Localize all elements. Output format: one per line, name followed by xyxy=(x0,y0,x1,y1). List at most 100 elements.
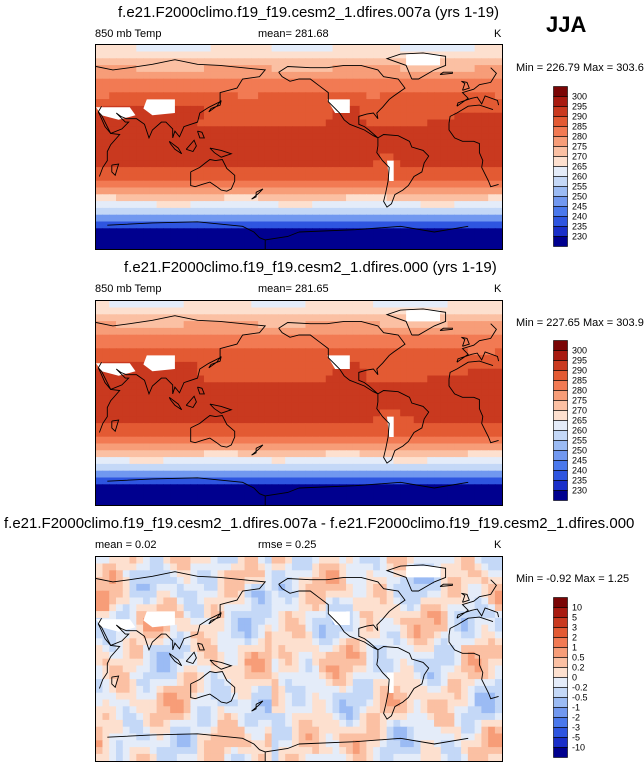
field-cell xyxy=(339,590,347,599)
field-cell xyxy=(183,470,192,479)
field-cell xyxy=(258,557,266,565)
field-cell xyxy=(454,679,462,687)
field-cell xyxy=(170,301,178,309)
field-cell xyxy=(474,173,482,182)
field-cell xyxy=(413,597,422,605)
field-cell xyxy=(454,301,462,309)
field-cell xyxy=(488,133,496,141)
field-cell xyxy=(264,638,273,646)
field-cell xyxy=(332,146,340,155)
field-cell xyxy=(271,65,279,73)
field-cell xyxy=(332,638,340,646)
field-cell xyxy=(251,436,259,445)
field-cell xyxy=(116,416,124,424)
colorbar-tick-label: 255 xyxy=(572,436,587,446)
field-cell xyxy=(143,477,151,485)
field-cell xyxy=(237,126,246,134)
field-cell xyxy=(285,638,293,646)
field-cell xyxy=(352,402,361,411)
colorbar-tick-label: 280 xyxy=(572,386,587,396)
field-cell xyxy=(149,429,158,438)
field-cell xyxy=(183,382,192,390)
field-cell xyxy=(258,85,266,93)
field-cell xyxy=(203,624,212,633)
field-cell xyxy=(271,341,279,349)
field-cell xyxy=(393,228,401,236)
field-cell xyxy=(109,119,117,127)
field-cell xyxy=(116,160,124,168)
field-cell xyxy=(339,327,347,336)
field-cell xyxy=(474,409,482,417)
field-cell xyxy=(434,45,442,53)
field-cell xyxy=(420,617,428,626)
field-cell xyxy=(434,389,442,397)
field-cell xyxy=(116,99,124,107)
field-cell xyxy=(224,187,232,195)
field-cell xyxy=(143,402,151,411)
field-cell xyxy=(440,51,449,59)
field-cell xyxy=(440,119,449,127)
field-cell xyxy=(203,51,212,59)
field-cell xyxy=(359,187,367,195)
field-cell xyxy=(488,160,496,168)
field-cell xyxy=(393,341,401,349)
field-cell xyxy=(413,477,422,485)
field-cell xyxy=(325,139,334,148)
field-cell xyxy=(203,221,212,229)
field-cell xyxy=(427,604,435,612)
field-cell xyxy=(116,207,124,216)
field-cell xyxy=(427,85,435,93)
colorbar-tick-label: 250 xyxy=(572,446,587,456)
field-cell xyxy=(183,624,192,633)
field-cell xyxy=(467,180,476,189)
field-cell xyxy=(298,375,307,383)
field-cell xyxy=(197,375,205,383)
field-cell xyxy=(474,416,482,424)
field-cell xyxy=(339,58,347,66)
field-cell xyxy=(231,194,239,202)
field-cell xyxy=(264,85,273,93)
field-cell xyxy=(366,65,374,73)
field-cell xyxy=(176,645,185,653)
field-cell xyxy=(373,672,381,680)
field-cell xyxy=(264,133,273,141)
field-cell xyxy=(102,497,110,505)
field-cell xyxy=(291,221,300,229)
field-cell xyxy=(170,139,178,148)
field-cell xyxy=(244,167,252,175)
field-cell xyxy=(366,577,374,585)
field-cell xyxy=(149,314,158,322)
field-cell xyxy=(271,577,279,585)
field-cell xyxy=(298,450,307,458)
field-cell xyxy=(156,583,164,592)
field-cell xyxy=(494,368,502,377)
field-cell xyxy=(488,436,496,445)
field-cell xyxy=(237,477,246,485)
field-cell xyxy=(271,105,279,114)
field-cell xyxy=(379,389,388,397)
field-cell xyxy=(481,409,489,417)
field-cell xyxy=(129,314,137,322)
field-cell xyxy=(244,126,252,134)
field-cell xyxy=(278,651,286,660)
field-cell xyxy=(224,99,232,107)
field-cell xyxy=(136,221,144,229)
field-cell xyxy=(102,167,110,175)
field-cell xyxy=(176,590,185,599)
field-cell xyxy=(278,491,286,499)
field-cell xyxy=(285,58,293,66)
field-cell xyxy=(197,228,205,236)
field-cell xyxy=(413,395,422,404)
field-cell xyxy=(163,221,171,229)
field-cell xyxy=(454,241,462,249)
field-cell xyxy=(305,463,313,472)
field-cell xyxy=(474,631,482,639)
field-cell xyxy=(258,327,266,336)
field-cell xyxy=(251,443,259,451)
field-cell xyxy=(494,119,502,127)
field-cell xyxy=(494,423,502,431)
field-cell xyxy=(116,409,124,417)
field-cell xyxy=(190,139,198,148)
field-cell xyxy=(488,78,496,87)
field-cell xyxy=(109,570,117,578)
